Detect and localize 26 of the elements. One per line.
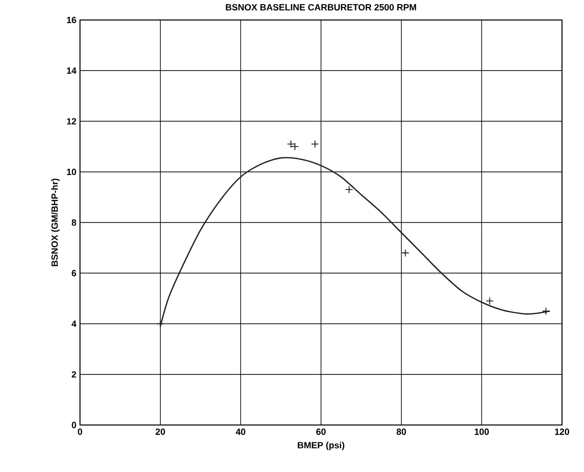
point bbox=[311, 140, 319, 148]
x-axis-title: BMEP (psi) bbox=[298, 442, 344, 450]
point bbox=[345, 186, 354, 194]
point bbox=[486, 297, 494, 305]
x-tick-label: 60 bbox=[316, 428, 326, 435]
y-tick-label: 0 bbox=[72, 422, 76, 428]
point bbox=[542, 307, 550, 316]
x-tick-label: 40 bbox=[236, 428, 246, 435]
x-tick-label: 0 bbox=[78, 428, 82, 435]
y-axis-title: BSNOX (GM/BHP-hr) bbox=[51, 178, 60, 266]
y-tick-label: 10 bbox=[67, 168, 76, 176]
y-tick-label: 6 bbox=[72, 270, 76, 276]
point bbox=[401, 248, 410, 257]
x-tick-label: 80 bbox=[396, 428, 406, 435]
y-tick-label: 2 bbox=[72, 371, 76, 378]
y-tick-label: 14 bbox=[67, 68, 76, 74]
x-tick-label: 120 bbox=[555, 428, 570, 435]
y-tick-label: 4 bbox=[72, 320, 76, 327]
x-tick-label: 20 bbox=[156, 428, 165, 435]
chart-title: BSNOX BASELINE CARBURETOR 2500 RPM bbox=[226, 4, 416, 10]
y-tick-label: 12 bbox=[67, 118, 76, 124]
y-tick-label: 8 bbox=[72, 219, 76, 226]
y-tick-label: 16 bbox=[67, 16, 76, 24]
point bbox=[286, 140, 295, 148]
x-tick-label: 100 bbox=[474, 428, 489, 435]
point bbox=[290, 142, 299, 151]
